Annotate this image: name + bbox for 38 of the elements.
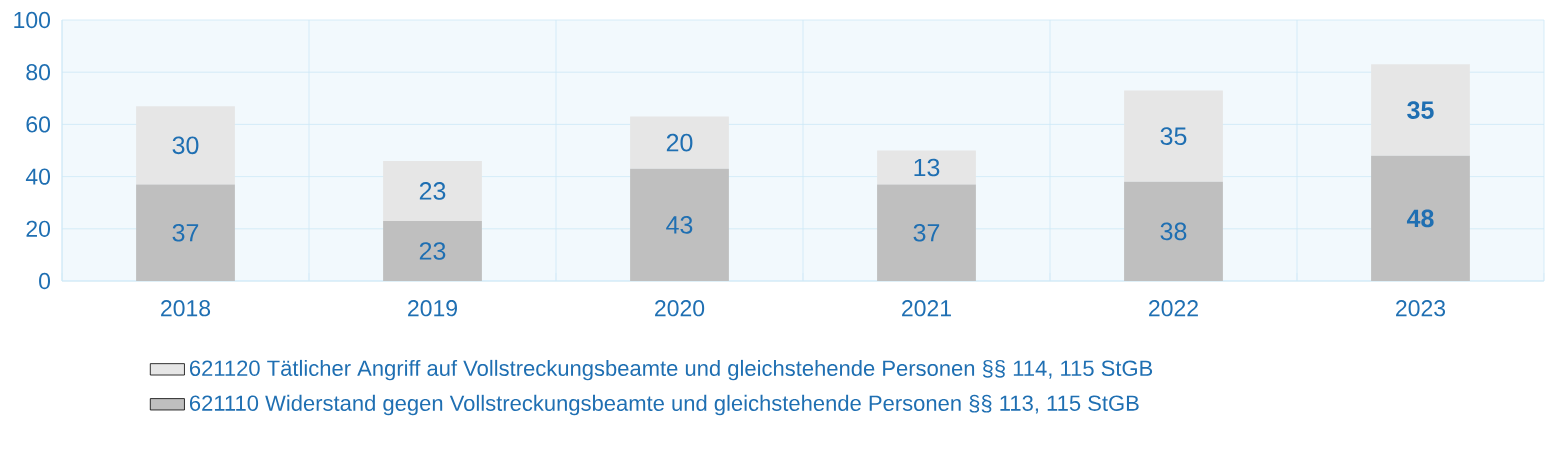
y-tick-label: 100 bbox=[14, 11, 51, 29]
data-label: 37 bbox=[172, 223, 199, 242]
y-tick-label: 60 bbox=[26, 116, 51, 133]
legend-label: 621120 Tätlicher Angriff auf Vollstreckungsbeamte und gleichstehende Personen §§ 114, 115 StGB bbox=[189, 359, 1153, 381]
bar bbox=[877, 184, 976, 281]
bar bbox=[1124, 181, 1223, 281]
bar bbox=[630, 168, 729, 281]
bar bbox=[383, 220, 482, 281]
x-tick-label: 2021 bbox=[902, 300, 951, 317]
data-label: 23 bbox=[419, 242, 446, 260]
data-label: 35 bbox=[1160, 127, 1187, 145]
data-label: 48 bbox=[1406, 209, 1434, 228]
x-tick-label: 2019 bbox=[408, 300, 457, 317]
bar bbox=[877, 150, 976, 185]
x-tick-label: 2023 bbox=[1396, 300, 1446, 317]
bar bbox=[1371, 155, 1470, 281]
y-tick-label: 40 bbox=[25, 168, 51, 185]
bar bbox=[383, 160, 482, 221]
data-label: 20 bbox=[666, 133, 693, 152]
data-label: 37 bbox=[913, 223, 940, 242]
data-label: 43 bbox=[666, 216, 693, 234]
bar bbox=[630, 116, 729, 169]
y-tick-label: 20 bbox=[26, 220, 51, 237]
bar bbox=[1124, 90, 1223, 182]
data-label: 13 bbox=[914, 158, 940, 177]
bar bbox=[136, 106, 235, 185]
y-tick-label: 0 bbox=[39, 272, 51, 290]
data-label: 35 bbox=[1407, 101, 1434, 119]
legend-label: 621110 Widerstand gegen Vollstreckungsbeamte und gleichstehende Personen §§ 113, 115 StGB bbox=[189, 394, 1139, 416]
data-label: 38 bbox=[1160, 222, 1187, 241]
data-label: 23 bbox=[419, 182, 446, 200]
x-tick-label: 2022 bbox=[1149, 300, 1198, 317]
x-tick-label: 2018 bbox=[161, 300, 211, 317]
y-tick-label: 80 bbox=[26, 64, 51, 81]
bar bbox=[1371, 64, 1470, 156]
data-label: 30 bbox=[172, 136, 199, 155]
x-tick-label: 2020 bbox=[655, 300, 705, 317]
bar bbox=[136, 184, 235, 281]
